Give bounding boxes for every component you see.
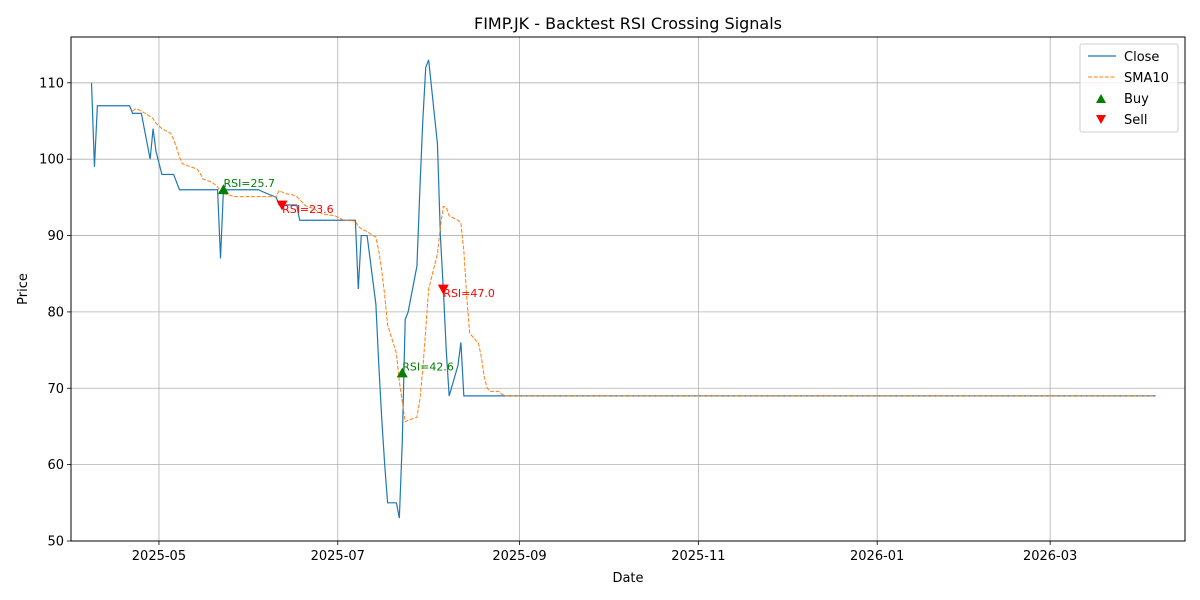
x-tick-label: 2026-01 <box>850 549 904 564</box>
chart-title: FIMP.JK - Backtest RSI Crossing Signals <box>474 14 782 33</box>
legend-sell-marker-icon <box>1096 115 1106 124</box>
series-layer <box>90 59 1156 519</box>
legend-sma10-label: SMA10 <box>1124 71 1169 86</box>
buy-marker <box>396 367 408 378</box>
sell-rsi-annotation: RSI=47.0 <box>443 287 495 300</box>
y-tick-label: 70 <box>47 382 64 397</box>
sell-marker <box>437 284 449 295</box>
y-tick-label: 100 <box>39 153 64 168</box>
buy-rsi-annotation: RSI=42.6 <box>402 361 454 374</box>
sell-rsi-annotation: RSI=23.6 <box>282 203 334 216</box>
plot-frame <box>70 36 1186 542</box>
y-tick-label: 90 <box>47 229 64 244</box>
buy-marker <box>217 184 229 195</box>
x-tick-label: 2025-11 <box>671 549 725 564</box>
y-tick-label: 110 <box>39 76 64 91</box>
legend-close-label: Close <box>1124 50 1159 65</box>
buy-rsi-annotation: RSI=25.7 <box>223 177 275 190</box>
x-axis-label: Date <box>612 571 643 586</box>
series-line-sma10 <box>132 108 1156 423</box>
legend-box <box>1079 43 1179 133</box>
x-axis-ticks: 2025-05 2025-07 2025-09 2025-11 2026-01 2026-… <box>132 541 1077 564</box>
x-tick-label: 2025-07 <box>311 549 365 564</box>
marker-layer: RSI=25.7 RSI=42.6 RSI=23.6 RSI=47.0 <box>217 177 495 378</box>
y-tick-label: 60 <box>47 458 64 473</box>
legend-buy-marker-icon <box>1096 94 1106 103</box>
x-tick-label: 2026-03 <box>1023 549 1077 564</box>
y-axis-label: Price <box>16 273 31 305</box>
legend-buy-label: Buy <box>1124 92 1149 107</box>
y-tick-label: 50 <box>47 535 64 550</box>
x-tick-label: 2025-05 <box>132 549 186 564</box>
legend-sell-label: Sell <box>1124 113 1147 128</box>
legend: Close SMA10 Buy Sell <box>1079 43 1179 133</box>
y-axis-ticks: 50 60 70 80 90 100 110 <box>39 76 71 550</box>
x-tick-label: 2025-09 <box>492 549 546 564</box>
series-line-close <box>90 59 1156 519</box>
y-tick-label: 80 <box>47 305 64 320</box>
sell-marker <box>276 200 288 211</box>
